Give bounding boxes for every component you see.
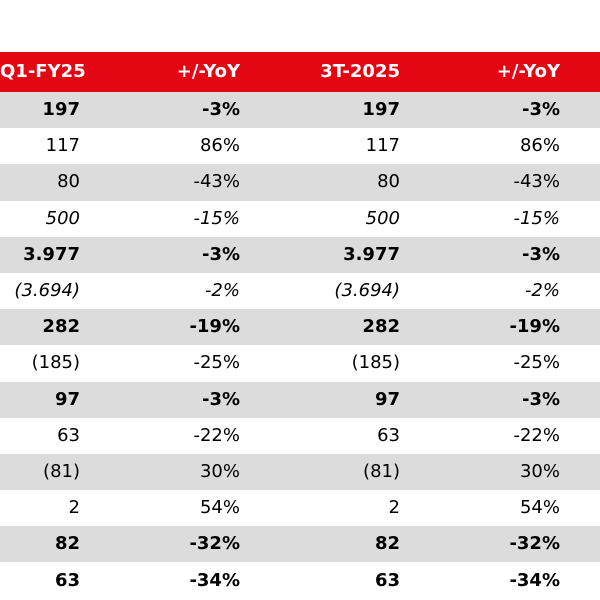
row-13-q1-value: 82 xyxy=(54,533,80,555)
row-8-q1-yoy: -25% xyxy=(193,352,240,374)
row-4-3t-yoy: -15% xyxy=(513,207,560,229)
row-2-3t-value: 117 xyxy=(365,135,400,157)
header-yoy-1: +/-YoY xyxy=(176,61,240,82)
row-14-3t-yoy: -34% xyxy=(509,569,560,591)
row-1-3t-yoy: -3% xyxy=(521,99,560,121)
table-row: 2 54% 2 54% xyxy=(0,490,600,526)
table-row: 80 -43% 80 -43% xyxy=(0,164,600,201)
row-1-q1-value: 197 xyxy=(42,99,80,121)
row-11-q1-value: (81) xyxy=(43,460,80,482)
row-4-q1-value: 500 xyxy=(45,207,80,229)
table-row: 63 -22% 63 -22% xyxy=(0,418,600,454)
row-5-3t-yoy: -3% xyxy=(521,243,560,265)
row-14-q1-value: 63 xyxy=(54,569,80,591)
row-12-q1-yoy: 54% xyxy=(199,497,240,519)
row-9-q1-value: 97 xyxy=(54,388,80,410)
row-2-3t-yoy: 86% xyxy=(519,135,560,157)
row-14-3t-value: 63 xyxy=(374,569,400,591)
row-2-q1-yoy: 86% xyxy=(199,135,240,157)
row-3-3t-value: 80 xyxy=(377,171,400,193)
table-row: 97 -3% 97 -3% xyxy=(0,381,600,418)
row-6-3t-value: (3.694) xyxy=(334,280,400,302)
row-12-3t-yoy: 54% xyxy=(519,497,560,519)
row-2-q1-value: 117 xyxy=(45,135,80,157)
header-3t-2025: 3T-2025 xyxy=(320,61,400,82)
row-12-3t-value: 2 xyxy=(388,497,400,519)
row-4-q1-yoy: -15% xyxy=(193,207,240,229)
row-11-3t-value: (81) xyxy=(363,460,400,482)
row-14-q1-yoy: -34% xyxy=(189,569,240,591)
table-header-row: Q1-FY25 +/-YoY 3T-2025 +/-YoY xyxy=(0,52,600,92)
row-3-3t-yoy: -43% xyxy=(513,171,560,193)
row-7-3t-value: 282 xyxy=(362,316,400,338)
row-7-q1-yoy: -19% xyxy=(189,316,240,338)
row-10-3t-value: 63 xyxy=(377,424,400,446)
table-row: (185) -25% (185) -25% xyxy=(0,345,600,381)
header-yoy-2: +/-YoY xyxy=(496,61,560,82)
table-row: (81) 30% (81) 30% xyxy=(0,453,600,491)
row-13-3t-value: 82 xyxy=(374,533,400,555)
table-row: 282 -19% 282 -19% xyxy=(0,309,600,346)
table-row: 500 -15% 500 -15% xyxy=(0,201,600,237)
row-13-q1-yoy: -32% xyxy=(189,533,240,555)
row-8-3t-value: (185) xyxy=(351,352,400,374)
table-row: (3.694) -2% (3.694) -2% xyxy=(0,273,600,309)
table-row: 63 -34% 63 -34% xyxy=(0,562,600,598)
row-3-q1-yoy: -43% xyxy=(193,171,240,193)
row-9-3t-value: 97 xyxy=(374,388,400,410)
row-4-3t-value: 500 xyxy=(365,207,400,229)
row-10-q1-yoy: -22% xyxy=(193,424,240,446)
row-11-q1-yoy: 30% xyxy=(199,460,240,482)
row-5-3t-value: 3.977 xyxy=(343,243,400,265)
row-6-q1-value: (3.694) xyxy=(14,280,80,302)
row-1-q1-yoy: -3% xyxy=(201,99,240,121)
row-5-q1-value: 3.977 xyxy=(23,243,80,265)
row-7-q1-value: 282 xyxy=(42,316,80,338)
table-row: 82 -32% 82 -32% xyxy=(0,526,600,563)
header-q1-fy25: Q1-FY25 xyxy=(0,61,86,82)
row-13-3t-yoy: -32% xyxy=(509,533,560,555)
row-10-q1-value: 63 xyxy=(57,424,80,446)
row-1-3t-value: 197 xyxy=(362,99,400,121)
financial-table: Q1-FY25 +/-YoY 3T-2025 +/-YoY 197 -3% 19… xyxy=(0,52,600,599)
row-3-q1-value: 80 xyxy=(57,171,80,193)
row-5-q1-yoy: -3% xyxy=(201,243,240,265)
row-9-3t-yoy: -3% xyxy=(521,388,560,410)
row-6-q1-yoy: -2% xyxy=(204,280,240,302)
row-6-3t-yoy: -2% xyxy=(524,280,560,302)
row-8-3t-yoy: -25% xyxy=(513,352,560,374)
row-12-q1-value: 2 xyxy=(68,497,80,519)
table-row: 117 86% 117 86% xyxy=(0,128,600,164)
table-row: 3.977 -3% 3.977 -3% xyxy=(0,236,600,273)
row-11-3t-yoy: 30% xyxy=(519,460,560,482)
row-9-q1-yoy: -3% xyxy=(201,388,240,410)
row-10-3t-yoy: -22% xyxy=(513,424,560,446)
row-8-q1-value: (185) xyxy=(31,352,80,374)
row-7-3t-yoy: -19% xyxy=(509,316,560,338)
table-row: 197 -3% 197 -3% xyxy=(0,92,600,129)
